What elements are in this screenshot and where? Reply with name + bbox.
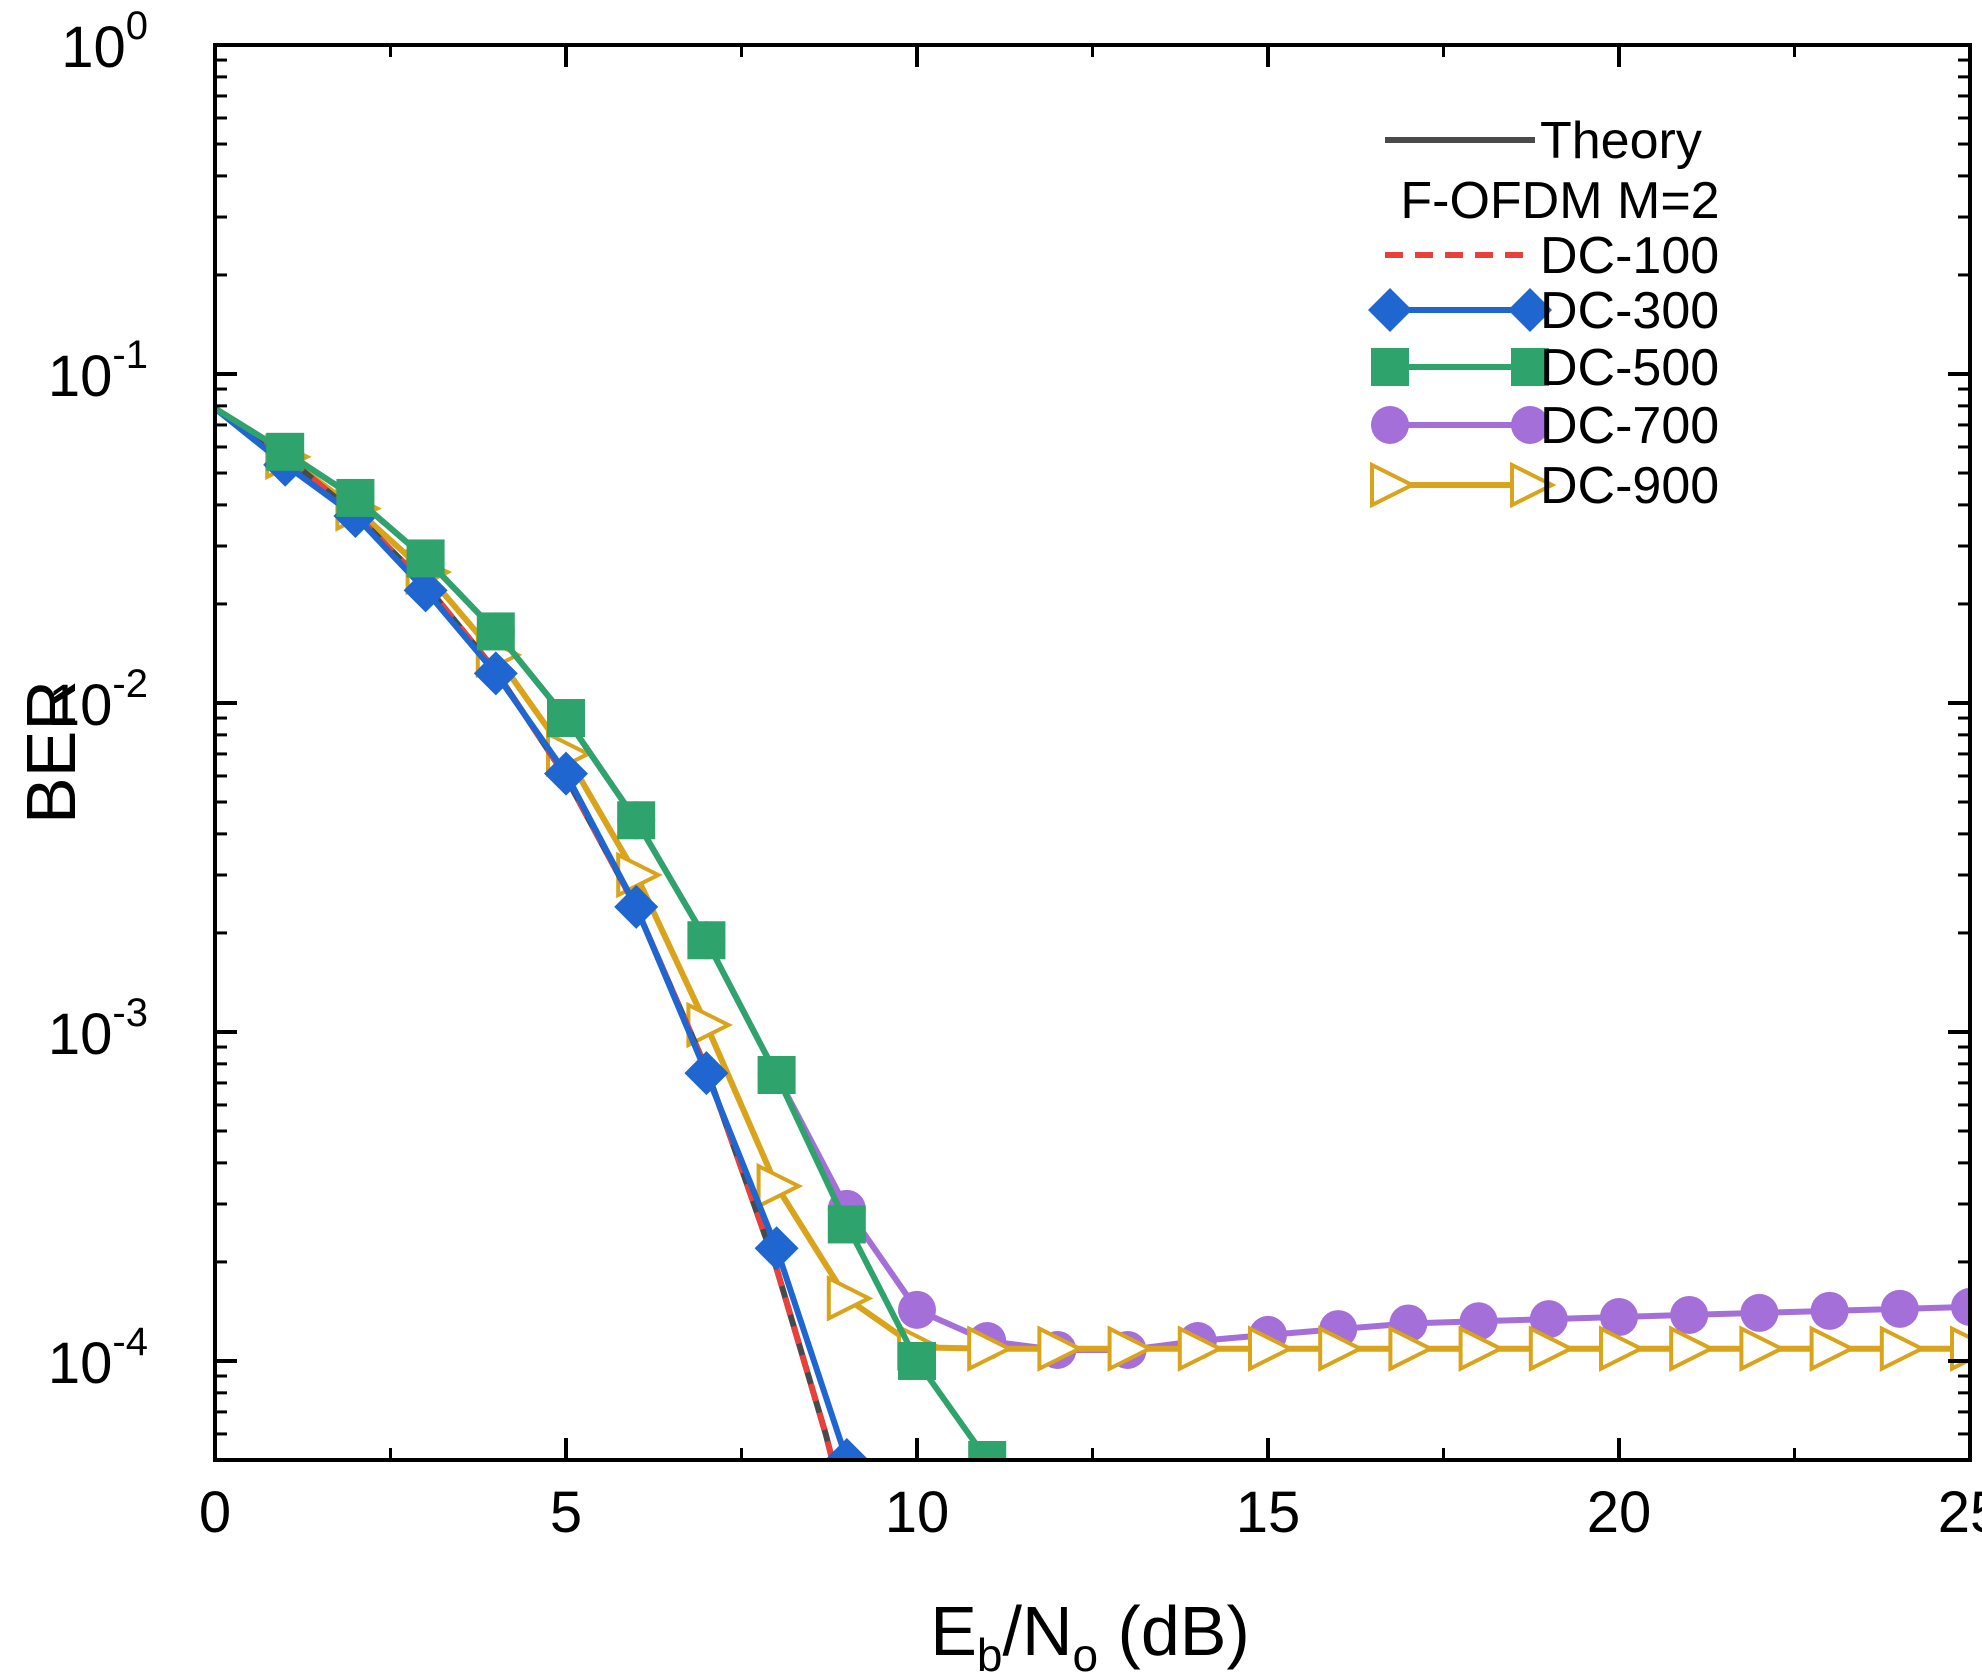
legend-group-title: F-OFDM M=2 <box>1400 172 1719 230</box>
legend-label-dc-700: DC-700 <box>1540 397 1719 455</box>
data-point-dc-300 <box>473 651 518 696</box>
x-tick-label: 25 <box>1938 1480 1982 1545</box>
x-tick-label: 0 <box>199 1480 231 1545</box>
series-dc-100 <box>215 405 836 1460</box>
series-line-dc-700 <box>215 405 1970 1353</box>
data-point-dc-700 <box>1880 1289 1919 1328</box>
legend-label-dc-100: DC-100 <box>1540 227 1719 285</box>
data-point-dc-300 <box>403 568 448 613</box>
y-tick-label: 10-2 <box>48 662 148 738</box>
x-tick-label: 20 <box>1587 1480 1652 1545</box>
legend-marker-dc-500 <box>1511 348 1549 386</box>
series-line-dc-900 <box>215 405 1970 1352</box>
data-point-dc-900 <box>756 1162 804 1210</box>
x-axis-title: Eb/No (dB) <box>930 1592 1250 1677</box>
data-point-dc-300 <box>544 751 588 796</box>
data-point-dc-500 <box>266 432 305 471</box>
legend-label-dc-500: DC-500 <box>1540 339 1719 397</box>
data-point-dc-500 <box>547 699 585 738</box>
data-point-dc-900 <box>967 1325 1014 1372</box>
y-axis-title: BER <box>12 680 90 824</box>
data-point-dc-900 <box>1809 1325 1857 1372</box>
data-point-dc-700 <box>1810 1291 1849 1330</box>
data-point-dc-500 <box>898 1341 936 1380</box>
series-line-dc-100 <box>215 405 836 1460</box>
legend-marker-dc-700 <box>1371 406 1409 444</box>
data-point-dc-500 <box>968 1441 1007 1460</box>
y-tick-label: 10-1 <box>48 333 148 409</box>
data-point-dc-700 <box>1670 1295 1709 1334</box>
data-point-dc-500 <box>617 801 656 840</box>
data-point-dc-900 <box>826 1275 874 1322</box>
data-point-dc-500 <box>406 539 445 578</box>
data-point-dc-300 <box>684 1051 729 1096</box>
data-point-dc-500 <box>687 921 726 960</box>
data-point-dc-300 <box>824 1438 869 1460</box>
data-point-dc-900 <box>1107 1325 1155 1372</box>
legend-label-dc-300: DC-300 <box>1540 282 1719 340</box>
series-dc-700 <box>215 405 1970 1369</box>
data-point-dc-700 <box>1529 1300 1568 1339</box>
x-tick-label: 10 <box>885 1480 950 1545</box>
data-point-dc-900 <box>1458 1325 1506 1372</box>
data-point-dc-900 <box>1528 1325 1576 1372</box>
legend-marker-dc-300 <box>1508 288 1552 332</box>
data-point-dc-900 <box>1950 1325 1970 1372</box>
x-tick-label: 5 <box>550 1480 582 1545</box>
data-point-dc-500 <box>336 478 375 517</box>
data-point-dc-300 <box>614 884 659 929</box>
data-point-dc-900 <box>1599 1325 1646 1372</box>
data-point-dc-700 <box>898 1290 936 1329</box>
y-tick-label: 10-4 <box>48 1320 148 1396</box>
data-point-dc-900 <box>1669 1325 1716 1372</box>
legend-marker-dc-900 <box>1510 461 1557 509</box>
data-point-dc-900 <box>1248 1325 1295 1372</box>
data-point-dc-900 <box>1037 1325 1084 1372</box>
legend-marker-dc-500 <box>1371 348 1409 386</box>
series-line-theory <box>215 405 836 1460</box>
series-dc-900 <box>215 405 1970 1372</box>
legend-marker-dc-700 <box>1511 406 1549 444</box>
series-dc-500 <box>215 405 1007 1460</box>
y-tick-label: 100 <box>61 4 148 80</box>
series-theory <box>215 405 836 1460</box>
legend-label-theory: Theory <box>1540 112 1702 170</box>
data-point-dc-700 <box>1600 1298 1638 1337</box>
legend-label-dc-900: DC-900 <box>1540 457 1719 515</box>
data-point-dc-500 <box>827 1205 866 1244</box>
data-point-dc-900 <box>1879 1325 1927 1372</box>
data-point-dc-900 <box>1177 1325 1225 1372</box>
legend-marker-dc-300 <box>1368 288 1412 332</box>
data-point-dc-500 <box>757 1055 796 1094</box>
x-tick-label: 15 <box>1236 1480 1301 1545</box>
data-point-dc-700 <box>1951 1287 1970 1326</box>
data-point-dc-900 <box>1739 1325 1786 1372</box>
data-point-dc-900 <box>1318 1325 1365 1372</box>
series-line-dc-500 <box>215 405 990 1460</box>
y-tick-label: 10-3 <box>48 991 148 1067</box>
data-point-dc-300 <box>754 1226 799 1271</box>
data-point-dc-700 <box>1740 1293 1779 1332</box>
legend-marker-dc-900 <box>1370 461 1417 509</box>
data-point-dc-500 <box>476 612 515 651</box>
series-dc-300 <box>215 406 869 1460</box>
series-line-dc-300 <box>215 406 850 1460</box>
data-point-dc-900 <box>1388 1325 1435 1372</box>
